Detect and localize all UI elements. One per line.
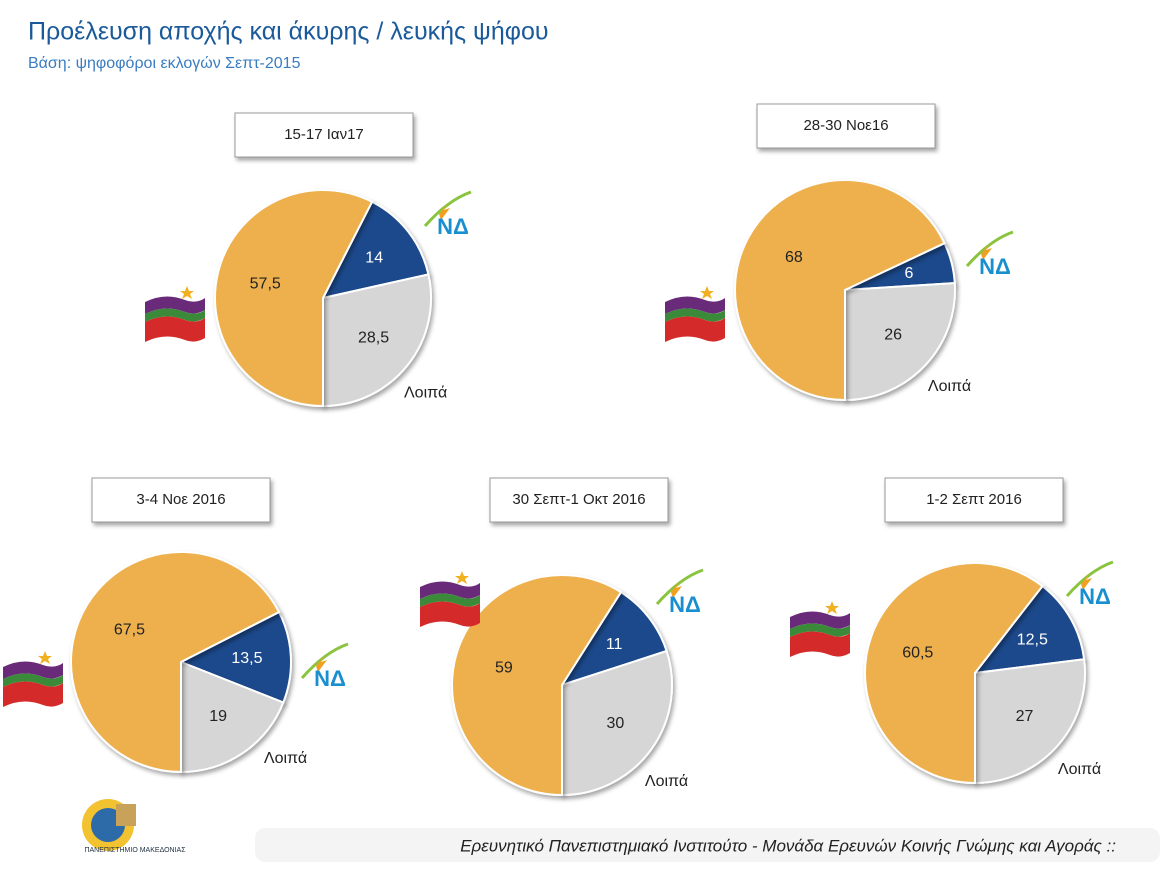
value-label: 28,5 — [358, 330, 389, 347]
category-label: Λοιπά — [928, 378, 971, 395]
value-label: 6 — [904, 265, 913, 282]
flag-stripe — [420, 581, 480, 599]
logo-text: ΠΑΝΕΠΙΣΤΗΜΙΟ ΜΑΚΕΔΟΝΙΑΣ — [84, 847, 186, 854]
chart-title: 15-17 Ιαν17 — [284, 126, 364, 143]
syriza-logo — [790, 601, 850, 657]
nd-swoosh — [423, 190, 472, 227]
pie-slice — [974, 658, 1086, 785]
syriza-logo — [420, 571, 480, 627]
pie-slice — [864, 562, 1044, 785]
flag-stripe — [420, 593, 480, 607]
value-label: 67,5 — [114, 622, 145, 639]
flag-body — [3, 681, 63, 707]
page-title: Προέλευση αποχής και άκυρης / λευκής ψήφ… — [28, 18, 549, 46]
category-label: ΝΔ — [437, 214, 469, 239]
nd-torch — [439, 204, 450, 220]
pie-slice — [561, 649, 673, 797]
flag-body — [420, 601, 480, 627]
footer-box — [255, 828, 1160, 862]
chart-title: 30 Σεπτ-1 Οκτ 2016 — [512, 491, 645, 508]
syriza-logo — [145, 286, 205, 342]
flag-star — [700, 286, 714, 299]
pie-slice — [321, 200, 430, 300]
value-label: 26 — [884, 326, 902, 343]
value-label: 68 — [785, 249, 803, 266]
value-label: 13,5 — [231, 650, 262, 667]
nd-torch — [1081, 574, 1092, 590]
pie-slice — [322, 273, 432, 408]
chart-title: 1-2 Σεπτ 2016 — [926, 491, 1022, 508]
flag-star — [825, 601, 839, 614]
value-label: 57,5 — [250, 275, 281, 292]
syriza-logo — [3, 651, 63, 707]
flag-body — [665, 316, 725, 342]
flag-stripe — [3, 673, 63, 687]
pie-slice — [214, 189, 374, 408]
nd-torch — [981, 244, 992, 260]
value-label: 60,5 — [902, 645, 933, 662]
category-label: ΝΔ — [669, 592, 701, 617]
category-label: Λοιπά — [404, 384, 447, 401]
syriza-logo — [665, 286, 725, 342]
nd-torch — [316, 656, 327, 672]
nd-swoosh — [1065, 560, 1114, 597]
pie-slice — [70, 551, 281, 774]
pie-slice — [178, 610, 292, 704]
flag-body — [145, 316, 205, 342]
pie-slice — [844, 282, 956, 402]
value-label: 19 — [209, 708, 227, 725]
value-label: 59 — [495, 659, 513, 676]
nd-torch — [671, 582, 682, 598]
date-box — [884, 477, 1064, 523]
category-label: ΝΔ — [979, 254, 1011, 279]
flag-star — [180, 286, 194, 299]
pie-slice — [972, 584, 1086, 675]
date-box — [756, 103, 936, 149]
chart-title: 3-4 Νοε 2016 — [136, 491, 225, 508]
category-label: Λοιπά — [264, 750, 307, 767]
pie-slice — [734, 179, 946, 402]
value-label: 14 — [365, 250, 383, 267]
flag-star — [38, 651, 52, 664]
nd-swoosh — [965, 230, 1014, 267]
category-label: Λοιπά — [645, 773, 688, 790]
value-label: 27 — [1016, 708, 1034, 725]
pie-slice — [559, 590, 668, 687]
page-subtitle: Βάση: ψηφοφόροι εκλογών Σεπτ-2015 — [28, 55, 301, 72]
nd-swoosh — [300, 642, 349, 679]
date-box — [91, 477, 271, 523]
flag-star — [455, 571, 469, 584]
date-box — [234, 112, 414, 158]
flag-stripe — [790, 611, 850, 629]
category-label: ΝΔ — [314, 666, 346, 691]
category-label: ΝΔ — [1079, 584, 1111, 609]
value-label: 12,5 — [1017, 632, 1048, 649]
flag-stripe — [145, 296, 205, 314]
pie-slice — [451, 574, 623, 797]
flag-stripe — [3, 661, 63, 679]
value-label: 11 — [606, 636, 623, 653]
flag-body — [790, 631, 850, 657]
flag-stripe — [145, 308, 205, 322]
flag-stripe — [665, 308, 725, 322]
footer: Ερευνητικό Πανεπιστημιακό Ινστιτούτο - Μ… — [460, 836, 1116, 855]
flag-stripe — [665, 296, 725, 314]
flag-stripe — [790, 623, 850, 637]
nd-swoosh — [655, 568, 704, 605]
pie-slice — [180, 660, 285, 774]
date-box — [489, 477, 669, 523]
value-label: 30 — [606, 715, 624, 732]
logo: ΠΑΝΕΠΙΣΤΗΜΙΟ ΜΑΚΕΔΟΝΙΑΣ — [82, 799, 186, 854]
chart-title: 28-30 Νοε16 — [803, 117, 888, 134]
category-label: Λοιπά — [1058, 761, 1101, 778]
